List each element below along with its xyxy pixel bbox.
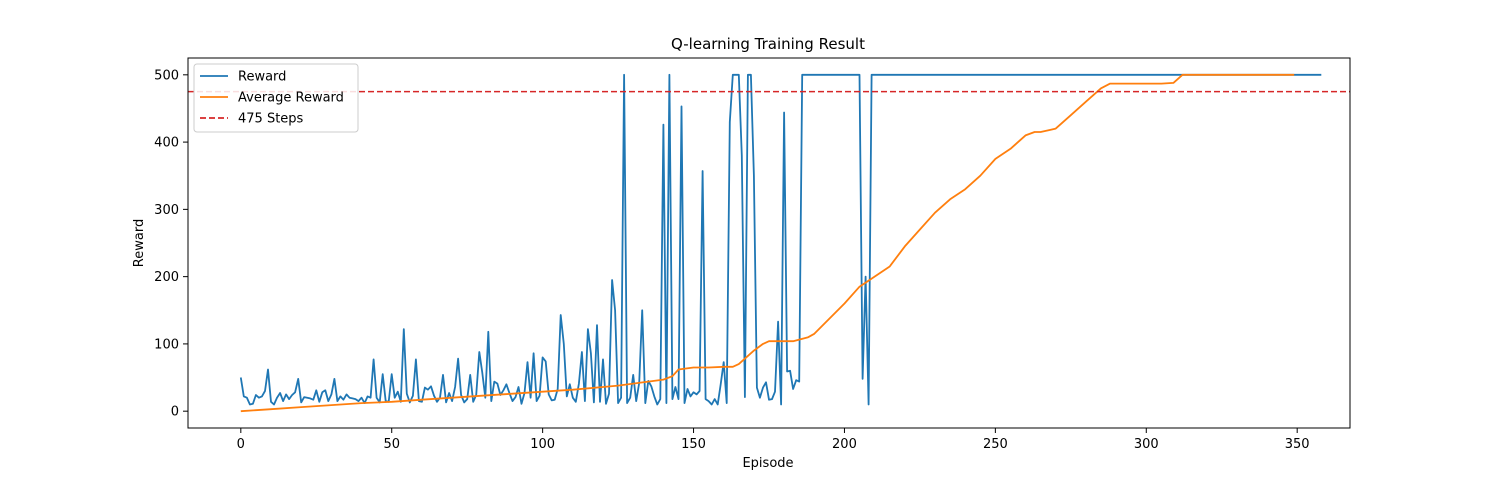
x-tick-label: 50 [383, 437, 400, 452]
x-tick-label: 350 [1285, 437, 1310, 452]
y-tick-label: 200 [154, 270, 179, 285]
x-tick-label: 150 [681, 437, 706, 452]
x-axis-title: Episode [742, 456, 793, 471]
series-line-reward [239, 73, 1322, 406]
y-axis-title: Reward [132, 219, 147, 267]
x-tick-label: 100 [530, 437, 555, 452]
legend-box [193, 63, 359, 133]
y-tick-label: 100 [154, 337, 179, 352]
chart-title: Q-learning Training Result [671, 35, 865, 53]
y-tick-label: 300 [154, 203, 179, 218]
y-tick-label: 500 [154, 68, 179, 83]
axis-ticks: 0 50 100 150 200 250 300 350 0 100 200 300 400 500 [154, 68, 1309, 452]
series-layer [188, 73, 1350, 413]
legend: Reward Average Reward 475 Steps [193, 63, 359, 133]
legend-label: 475 Steps [238, 112, 304, 127]
legend-label: Reward [238, 70, 286, 85]
y-tick-label: 0 [171, 405, 179, 420]
series-line-average-reward [240, 73, 1295, 413]
x-tick-label: 200 [832, 437, 857, 452]
x-tick-label: 300 [1134, 437, 1159, 452]
y-tick-label: 400 [154, 136, 179, 151]
legend-label: Average Reward [238, 91, 344, 106]
x-tick-label: 0 [237, 437, 245, 452]
x-tick-label: 250 [983, 437, 1008, 452]
plot-frame [187, 57, 1351, 429]
